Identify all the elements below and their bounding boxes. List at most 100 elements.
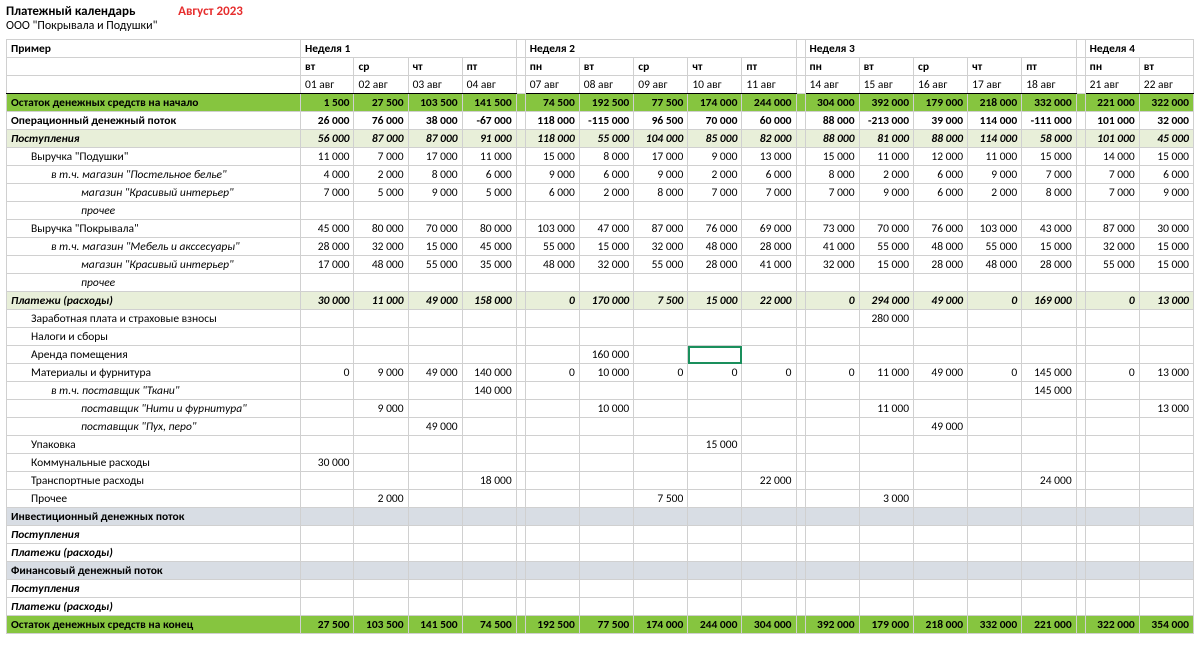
cell[interactable] (579, 418, 633, 436)
cell[interactable]: 48 000 (354, 256, 408, 274)
cell[interactable] (914, 310, 968, 328)
cell[interactable] (634, 562, 688, 580)
cell[interactable] (462, 400, 516, 418)
cell[interactable]: 141 500 (408, 616, 462, 634)
cell[interactable]: 96 500 (634, 112, 688, 130)
cell[interactable] (968, 400, 1022, 418)
cell[interactable]: 81 000 (859, 130, 913, 148)
cell[interactable] (462, 328, 516, 346)
cell[interactable]: 174 000 (634, 616, 688, 634)
cell[interactable] (408, 274, 462, 292)
cell[interactable] (1139, 544, 1193, 562)
cell[interactable] (688, 346, 742, 364)
cell[interactable]: 17 000 (634, 148, 688, 166)
cell[interactable] (354, 472, 408, 490)
cell[interactable] (579, 202, 633, 220)
cell[interactable]: 332 000 (968, 616, 1022, 634)
cell[interactable]: 9 000 (968, 166, 1022, 184)
cell[interactable]: 174 000 (688, 94, 742, 112)
cell[interactable]: 45 000 (462, 238, 516, 256)
cell[interactable] (525, 202, 579, 220)
cell[interactable]: 11 000 (301, 148, 354, 166)
cell[interactable] (742, 202, 796, 220)
cell[interactable] (408, 526, 462, 544)
cell[interactable]: 145 000 (1022, 382, 1076, 400)
cell[interactable] (354, 508, 408, 526)
cell[interactable] (1085, 544, 1139, 562)
cell[interactable] (805, 328, 859, 346)
cell[interactable] (301, 400, 354, 418)
cell[interactable] (1085, 562, 1139, 580)
cell[interactable]: 13 000 (1139, 364, 1193, 382)
cell[interactable] (914, 490, 968, 508)
cell[interactable]: 0 (1085, 292, 1139, 310)
cell[interactable] (968, 490, 1022, 508)
cell[interactable] (1139, 202, 1193, 220)
cell[interactable] (579, 328, 633, 346)
cell[interactable]: 2 000 (354, 166, 408, 184)
cell[interactable]: 6 000 (525, 184, 579, 202)
cell[interactable]: 332 000 (1022, 94, 1076, 112)
cell[interactable] (634, 508, 688, 526)
cell[interactable] (301, 490, 354, 508)
cell[interactable]: 1 500 (301, 94, 354, 112)
cell[interactable] (859, 598, 913, 616)
cell[interactable]: 6 000 (914, 184, 968, 202)
cell[interactable]: 7 500 (634, 292, 688, 310)
cell[interactable]: -67 000 (462, 112, 516, 130)
cell[interactable] (634, 328, 688, 346)
cell[interactable] (408, 454, 462, 472)
cell[interactable]: 7 000 (354, 148, 408, 166)
cell[interactable] (579, 544, 633, 562)
cell[interactable]: 4 000 (301, 166, 354, 184)
cell[interactable]: 48 000 (914, 238, 968, 256)
cell[interactable] (968, 418, 1022, 436)
cell[interactable] (859, 508, 913, 526)
cell[interactable] (1139, 274, 1193, 292)
cell[interactable]: 8 000 (579, 148, 633, 166)
cell[interactable] (408, 472, 462, 490)
cell[interactable]: 7 000 (688, 184, 742, 202)
cell[interactable] (968, 382, 1022, 400)
cell[interactable]: 80 000 (354, 220, 408, 238)
cell[interactable] (634, 454, 688, 472)
cell[interactable]: 15 000 (688, 436, 742, 454)
cell[interactable] (301, 436, 354, 454)
cell[interactable]: 87 000 (354, 130, 408, 148)
cell[interactable] (1085, 328, 1139, 346)
cell[interactable]: 32 000 (1139, 112, 1193, 130)
cell[interactable]: 15 000 (1022, 148, 1076, 166)
cell[interactable] (301, 472, 354, 490)
cell[interactable] (914, 274, 968, 292)
cell[interactable]: 392 000 (805, 616, 859, 634)
cell[interactable] (354, 454, 408, 472)
cell[interactable] (408, 544, 462, 562)
cell[interactable] (301, 562, 354, 580)
cell[interactable]: 9 000 (859, 184, 913, 202)
cell[interactable] (1022, 328, 1076, 346)
cell[interactable] (525, 598, 579, 616)
cell[interactable]: 11 000 (968, 148, 1022, 166)
cell[interactable] (859, 202, 913, 220)
cell[interactable] (354, 526, 408, 544)
cell[interactable] (1022, 400, 1076, 418)
cell[interactable] (859, 472, 913, 490)
cell[interactable] (301, 418, 354, 436)
cell[interactable] (859, 436, 913, 454)
cell[interactable] (1139, 508, 1193, 526)
cell[interactable] (462, 490, 516, 508)
cell[interactable] (1085, 436, 1139, 454)
cell[interactable] (805, 418, 859, 436)
cell[interactable] (688, 382, 742, 400)
cell[interactable] (1139, 346, 1193, 364)
cell[interactable]: 304 000 (742, 616, 796, 634)
cell[interactable]: 104 000 (634, 130, 688, 148)
cell[interactable] (354, 202, 408, 220)
cell[interactable]: 244 000 (688, 616, 742, 634)
cell[interactable] (742, 490, 796, 508)
cell[interactable]: 77 500 (579, 616, 633, 634)
cell[interactable]: 14 000 (1085, 148, 1139, 166)
cell[interactable]: 2 000 (688, 166, 742, 184)
cell[interactable] (742, 454, 796, 472)
cell[interactable] (462, 274, 516, 292)
